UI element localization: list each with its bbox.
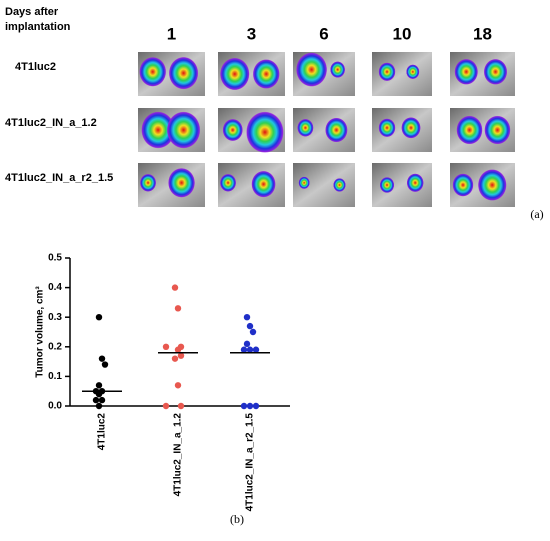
luminescence-image <box>138 108 205 152</box>
signal-spot <box>296 52 328 87</box>
y-tick-label: 0.3 <box>48 312 62 323</box>
data-point <box>95 382 103 389</box>
luminescence-image <box>138 163 205 207</box>
data-point <box>246 402 254 410</box>
signal-spot <box>483 58 508 85</box>
day-label: 6 <box>319 24 328 43</box>
signal-spot <box>378 118 396 138</box>
y-tick-label: 0.2 <box>48 341 62 352</box>
data-point <box>92 396 100 404</box>
y-tick-label: 0.1 <box>48 371 62 382</box>
data-point <box>249 328 257 336</box>
signal-spot <box>406 173 424 193</box>
x-tick-label: 4T1luc2 <box>97 413 108 451</box>
luminescence-image <box>450 108 515 152</box>
signal-spot <box>330 61 346 78</box>
luminescence-image <box>218 163 285 207</box>
signal-spot <box>452 173 474 197</box>
signal-spot <box>140 173 157 192</box>
signal-spot <box>222 118 243 142</box>
row-label: 4T1luc2 <box>15 61 56 73</box>
signal-spot <box>477 169 507 201</box>
data-point <box>162 343 170 350</box>
x-tick-label: 4T1luc2_IN_a_r2_1.5 <box>245 413 256 512</box>
luminescence-image <box>218 52 285 96</box>
luminescence-image <box>372 163 432 207</box>
signal-spot <box>168 56 199 90</box>
data-point <box>252 402 260 410</box>
data-point <box>243 340 251 348</box>
signal-spot <box>456 115 483 145</box>
signal-spot <box>297 118 314 137</box>
day-label: 18 <box>473 24 492 43</box>
day-label: 3 <box>247 24 256 43</box>
signal-spot <box>379 177 395 193</box>
luminescence-image <box>293 163 355 207</box>
y-axis-label: Tumor volume, cm³ <box>35 286 46 378</box>
signal-spot <box>246 111 284 153</box>
panel-label: (a) <box>530 207 543 221</box>
data-point <box>174 382 182 389</box>
panel-label: (b) <box>230 512 244 526</box>
data-point <box>243 314 251 321</box>
signal-spot <box>252 59 280 89</box>
luminescence-image <box>372 108 432 152</box>
data-point <box>98 396 106 404</box>
y-tick-label: 0.0 <box>48 401 62 412</box>
header-line: implantation <box>5 21 71 33</box>
luminescence-image <box>372 52 432 96</box>
signal-spot <box>168 168 195 198</box>
signal-spot <box>401 117 421 139</box>
signal-spot <box>406 64 420 80</box>
signal-spot <box>333 178 346 192</box>
data-point <box>162 402 170 410</box>
signal-spot <box>166 111 201 149</box>
data-point <box>101 361 109 368</box>
data-point <box>171 284 179 291</box>
signal-spot <box>484 115 511 145</box>
signal-spot <box>378 62 396 82</box>
y-tick-label: 0.5 <box>48 253 62 264</box>
row-label: 4T1luc2_IN_a_r2_1.5 <box>5 172 113 184</box>
data-point <box>95 314 103 321</box>
y-tick-label: 0.4 <box>48 282 62 293</box>
data-point <box>171 355 179 362</box>
data-point <box>95 390 103 398</box>
luminescence-image <box>218 108 285 153</box>
signal-spot <box>141 111 175 149</box>
data-point <box>98 355 106 362</box>
data-point <box>174 346 182 353</box>
luminescence-image <box>450 163 515 207</box>
signal-spot <box>298 176 310 189</box>
signal-spot <box>325 117 348 143</box>
data-point <box>240 402 248 410</box>
luminescence-image <box>293 108 355 152</box>
signal-spot <box>220 173 237 192</box>
luminescence-image <box>138 52 205 96</box>
signal-spot <box>139 57 167 87</box>
data-point <box>252 346 260 353</box>
signal-spot <box>220 57 250 91</box>
data-point <box>246 322 254 330</box>
data-point <box>177 402 185 410</box>
signal-spot <box>251 170 276 198</box>
data-point <box>246 346 254 353</box>
day-label: 1 <box>167 24 176 43</box>
signal-spot <box>454 58 478 85</box>
x-tick-label: 4T1luc2_IN_a_1.2 <box>173 413 184 497</box>
data-point <box>174 305 182 312</box>
data-point <box>95 402 103 410</box>
data-point <box>177 352 185 359</box>
luminescence-image <box>293 52 355 96</box>
header-line: Days after <box>5 6 59 18</box>
row-label: 4T1luc2_IN_a_1.2 <box>5 117 97 129</box>
day-label: 10 <box>393 24 412 43</box>
data-point <box>240 346 248 353</box>
luminescence-image <box>450 52 515 96</box>
